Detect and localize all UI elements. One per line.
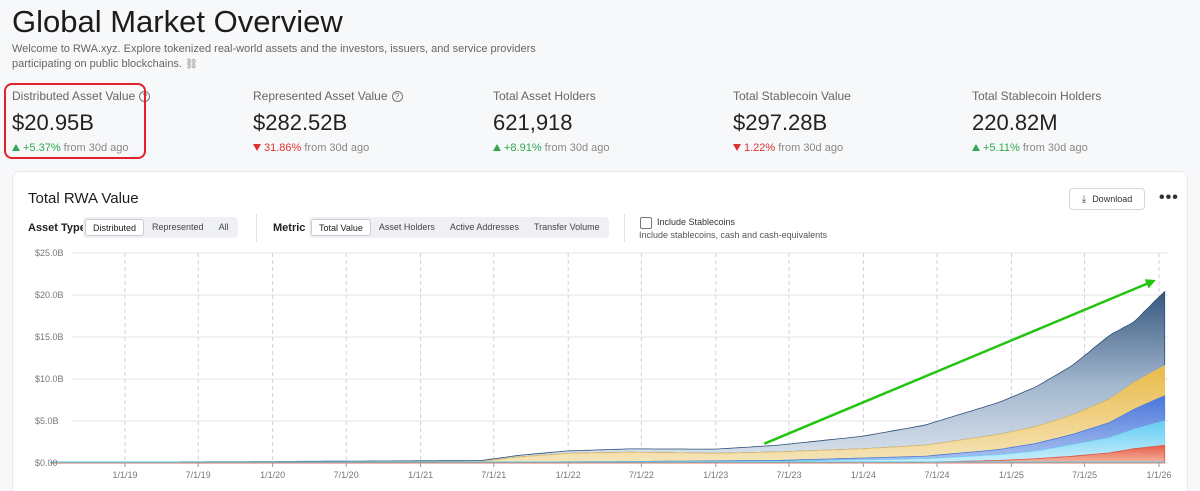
x-tick-label: 7/1/23 <box>776 470 801 480</box>
stat-change-suffix: from 30d ago <box>541 142 610 154</box>
stat-change-percent: +8.91% <box>504 142 542 154</box>
stat-label: Total Stablecoin Holders <box>972 88 1172 104</box>
x-tick-label: 7/1/19 <box>186 470 211 480</box>
x-tick-label: 7/1/22 <box>629 470 654 480</box>
stat-change: 31.86% from 30d ago <box>253 142 453 154</box>
stat-change: +8.91% from 30d ago <box>493 142 693 154</box>
arrow-up-icon <box>493 144 501 151</box>
x-tick-label: 7/1/21 <box>481 470 506 480</box>
divider <box>256 214 257 242</box>
stat-label-text: Total Stablecoin Holders <box>972 89 1102 103</box>
stat-label: Total Asset Holders <box>493 88 693 104</box>
stat-total-asset-holders: Total Asset Holders 621,918 +8.91% from 30… <box>493 88 693 154</box>
stat-change-suffix: from 30d ago <box>301 142 370 154</box>
stat-change-percent: +5.11% <box>983 142 1020 154</box>
stat-distributed-asset-value: Distributed Asset Value? $20.95B +5.37% fr… <box>12 88 212 154</box>
y-tick-label: $25.0B <box>35 248 64 258</box>
download-icon: ⤓ <box>1081 193 1087 205</box>
stat-change: 1.22% from 30d ago <box>733 142 933 154</box>
stat-change-suffix: from 30d ago <box>1019 142 1088 154</box>
stat-change-percent: 1.22% <box>744 142 776 154</box>
stat-represented-asset-value: Represented Asset Value? $282.52B 31.86% f… <box>253 88 453 154</box>
y-tick-label: $0.00 <box>35 458 58 468</box>
arrow-up-icon <box>972 144 980 151</box>
stats-bar: Distributed Asset Value? $20.95B +5.37% fr… <box>0 88 1200 158</box>
include-stablecoins-label[interactable]: Include Stablecoins <box>657 217 736 227</box>
arrow-down-icon <box>733 144 741 151</box>
x-tick-label: 1/1/25 <box>999 470 1024 480</box>
metric-option-total-value[interactable]: Total Value <box>311 219 371 236</box>
stat-total-stablecoin-value: Total Stablecoin Value $297.28B 1.22% from… <box>733 88 933 154</box>
stat-change-suffix: from 30d ago <box>775 142 844 154</box>
y-tick-label: $5.0B <box>35 416 59 426</box>
y-tick-label: $20.0B <box>35 290 64 300</box>
stat-value: $20.95B <box>12 110 94 135</box>
arrow-down-icon <box>253 144 261 151</box>
include-stablecoins-checkbox[interactable] <box>640 217 652 229</box>
page-description: Welcome to RWA.xyz. Explore tokenized re… <box>12 42 572 72</box>
y-tick-label: $15.0B <box>35 332 64 342</box>
metric-toggle: Total Value Asset Holders Active Addresses… <box>309 217 609 238</box>
asset-type-toggle: Distributed Represented All <box>83 217 238 238</box>
highlight-annotation-box <box>4 83 146 159</box>
trend-arrow-annotation <box>763 279 1156 445</box>
stat-label-text: Total Asset Holders <box>493 89 596 103</box>
y-tick-label: $10.0B <box>35 374 64 384</box>
stat-value: $282.52B <box>253 110 348 135</box>
total-rwa-value-card: Total RWA Value ⤓ Download ••• Asset Typ… <box>12 171 1188 491</box>
asset-type-label: Asset Type <box>28 222 86 234</box>
metric-label: Metric <box>273 222 306 234</box>
x-tick-label: 1/1/21 <box>408 470 433 480</box>
x-tick-label: 1/1/19 <box>112 470 137 480</box>
metric-option-active-addresses[interactable]: Active Addresses <box>449 222 519 232</box>
help-icon[interactable]: ? <box>391 90 403 102</box>
x-tick-label: 1/1/23 <box>703 470 728 480</box>
stat-change-percent: +5.37% <box>23 142 61 154</box>
download-button[interactable]: ⤓ Download <box>1069 188 1145 210</box>
asset-type-option-distributed[interactable]: Distributed <box>85 219 145 236</box>
link-icon[interactable]: ⛓ <box>185 59 198 70</box>
metric-option-transfer-volume[interactable]: Transfer Volume <box>533 222 600 232</box>
stat-change: +5.37% from 30d ago <box>12 142 212 154</box>
stat-label-text: Total Stablecoin Value <box>733 89 851 103</box>
page-title: Global Market Overview <box>12 4 343 39</box>
x-tick-label: 7/1/25 <box>1072 470 1097 480</box>
x-tick-label: 1/1/26 <box>1146 470 1171 480</box>
stat-value: 220.82M <box>972 110 1058 135</box>
x-tick-label: 1/1/24 <box>851 470 876 480</box>
area-series-0 <box>50 444 1166 464</box>
x-tick-label: 7/1/20 <box>334 470 359 480</box>
arrow-up-icon <box>12 144 20 151</box>
more-options-button[interactable]: ••• <box>1159 189 1179 206</box>
card-title: Total RWA Value <box>28 190 139 207</box>
x-tick-label: 1/1/22 <box>556 470 581 480</box>
stat-total-stablecoin-holders: Total Stablecoin Holders 220.82M +5.11% fr… <box>972 88 1172 154</box>
asset-type-option-represented[interactable]: Represented <box>152 222 204 232</box>
x-tick-label: 1/1/20 <box>260 470 285 480</box>
asset-type-option-all[interactable]: All <box>218 222 229 232</box>
stat-label: Total Stablecoin Value <box>733 88 933 104</box>
stat-value: $297.28B <box>733 110 828 135</box>
include-stablecoins-description: Include stablecoins, cash and cash-equiv… <box>639 230 828 240</box>
stat-change-suffix: from 30d ago <box>60 142 129 154</box>
stat-change: +5.11% from 30d ago <box>972 142 1172 154</box>
x-tick-label: 7/1/24 <box>924 470 949 480</box>
download-label: Download <box>1092 194 1133 204</box>
divider <box>624 214 625 242</box>
stat-label: Represented Asset Value? <box>253 88 453 104</box>
stat-value: 621,918 <box>493 110 573 135</box>
metric-option-asset-holders[interactable]: Asset Holders <box>378 222 435 232</box>
stat-change-percent: 31.86% <box>264 142 302 154</box>
stat-label-text: Represented Asset Value <box>253 89 388 103</box>
stat-label-text: Distributed Asset Value <box>12 89 136 103</box>
description-text: Welcome to RWA.xyz. Explore tokenized re… <box>12 43 536 70</box>
